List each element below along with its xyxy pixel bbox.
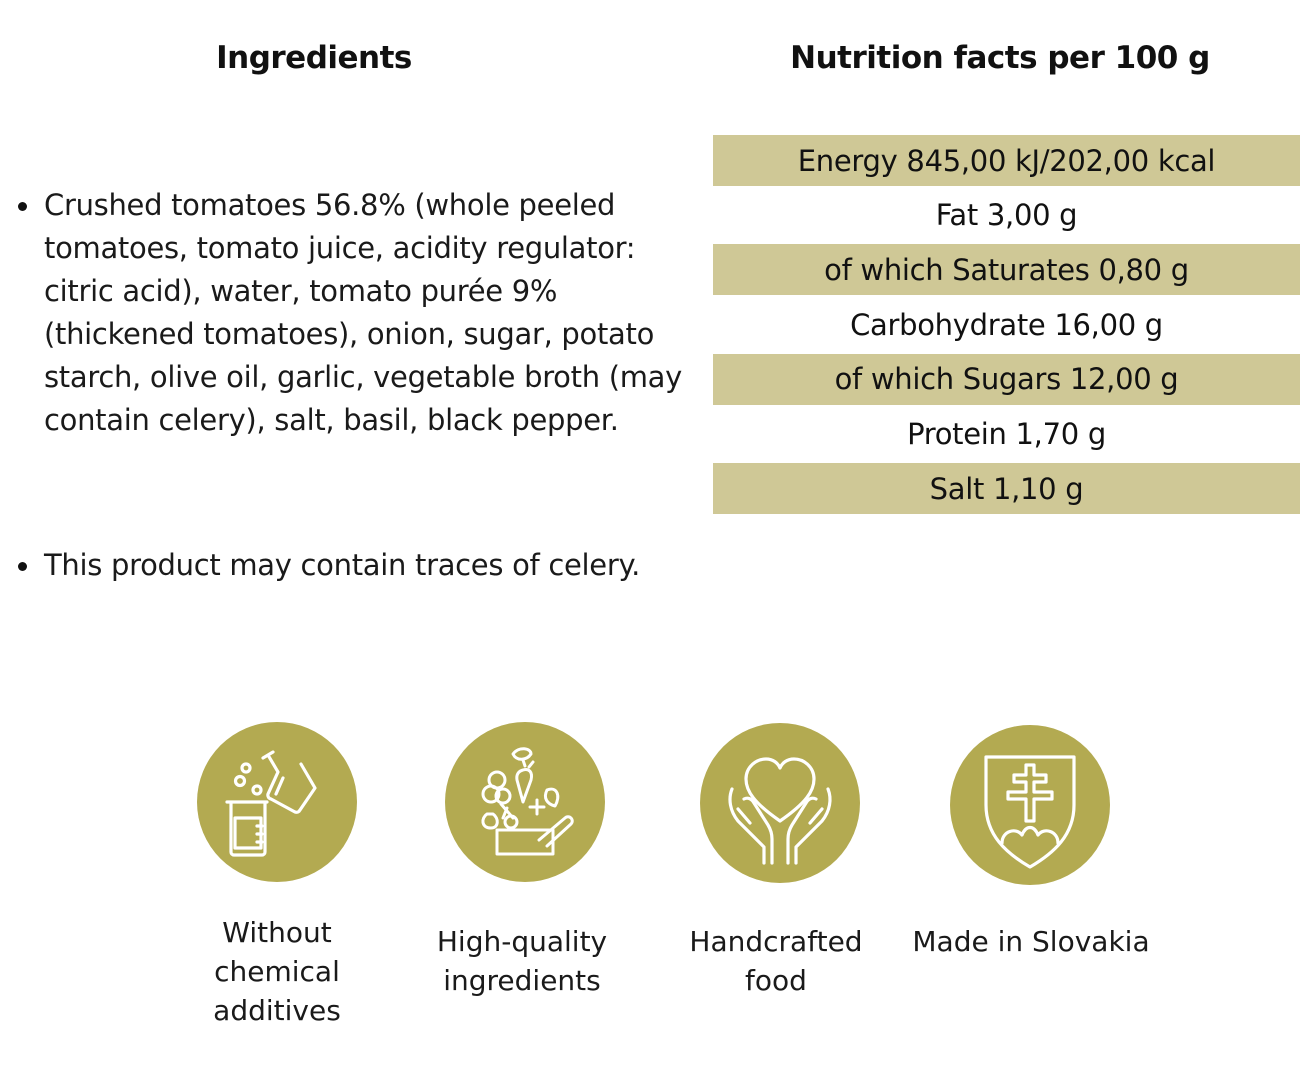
- allergen-note-list: This product may contain traces of celer…: [18, 544, 744, 587]
- ingredients-item: Crushed tomatoes 56.8% (whole peeled tom…: [18, 184, 694, 442]
- nutrition-row-sugars: of which Sugars 12,00 g: [713, 353, 1300, 405]
- ingredients-list: Crushed tomatoes 56.8% (whole peeled tom…: [18, 184, 694, 442]
- nutrition-row-carbohydrate: Carbohydrate 16,00 g: [850, 307, 1163, 342]
- badge-label-no-additives: Without chemical additives: [213, 916, 341, 1027]
- badge-label-quality-ingredients: High-quality ingredients: [436, 925, 608, 997]
- ingredients-heading: Ingredients: [216, 40, 412, 76]
- heart-hands-icon: [700, 723, 860, 883]
- nutrition-row-fat: Fat 3,00 g: [935, 198, 1078, 233]
- nutrition-row-energy: Energy 845,00 kJ/202,00 kcal: [713, 135, 1300, 186]
- lab-flask-icon: [197, 722, 357, 882]
- nutrition-table: Energy 845,00 kJ/202,00 kcal Fat 3,00 g …: [713, 135, 1300, 518]
- nutrition-row-protein: Protein 1,70 g: [907, 416, 1106, 451]
- slovak-coat-of-arms-icon: [950, 725, 1110, 885]
- vegetables-basket-icon: [445, 722, 605, 882]
- nutrition-row-saturates: of which Saturates 0,80 g: [713, 244, 1300, 296]
- badge-label-handcrafted: Handcrafted food: [689, 925, 863, 997]
- allergen-note-item: This product may contain traces of celer…: [18, 544, 744, 587]
- nutrition-heading: Nutrition facts per 100 g: [790, 40, 1210, 76]
- nutrition-row-salt: Salt 1,10 g: [713, 463, 1300, 515]
- badge-label-made-in-slovakia: Made in Slovakia: [912, 925, 1150, 958]
